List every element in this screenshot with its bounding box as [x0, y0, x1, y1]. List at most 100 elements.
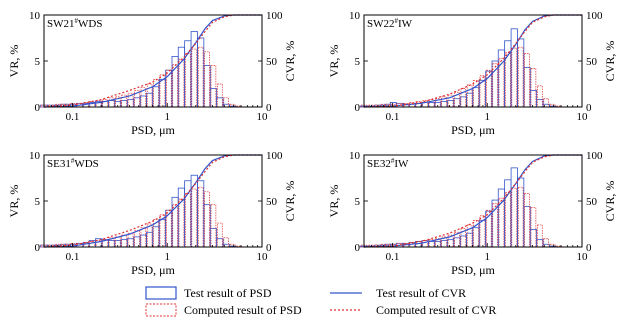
- x-tick-label: 0.1: [386, 111, 400, 123]
- bar-computed-psd: [210, 204, 217, 248]
- y-left-axis-label: VR, %: [327, 45, 341, 78]
- x-tick-label: 1: [165, 251, 171, 263]
- y-left-tick-label: 5: [355, 56, 361, 68]
- legend-swatch-computed-psd: [145, 303, 177, 317]
- line-computed-cvr: [363, 14, 582, 108]
- bar-computed-psd: [146, 223, 153, 248]
- bar-computed-psd: [517, 46, 524, 108]
- bar-computed-psd: [159, 74, 166, 108]
- x-tick-label: 1: [485, 111, 491, 123]
- x-axis-label: PSD, μm: [131, 123, 175, 137]
- y-right-axis-label: CVR, %: [283, 41, 297, 82]
- y-right-tick-label: 50: [266, 196, 278, 208]
- y-right-axis-label: CVR, %: [603, 181, 617, 222]
- x-tick-label: 0.1: [66, 111, 80, 123]
- bar-computed-psd: [127, 232, 134, 248]
- legend-label-computed-cvr: Computed result of CVR: [376, 303, 496, 317]
- bar-computed-psd: [505, 52, 511, 108]
- bar-computed-psd: [466, 84, 473, 108]
- x-tick-label: 1: [165, 111, 171, 123]
- bar-computed-psd: [537, 85, 543, 108]
- y-left-tick-label: 10: [29, 150, 41, 162]
- y-left-tick-label: 0: [355, 102, 361, 114]
- bar-computed-psd: [530, 207, 537, 248]
- y-left-tick-label: 0: [35, 102, 41, 114]
- bar-computed-psd: [428, 99, 435, 108]
- y-left-tick-label: 0: [35, 242, 41, 254]
- y-right-tick-label: 0: [266, 102, 272, 114]
- x-tick-label: 1: [485, 251, 491, 263]
- line-computed-cvr: [43, 14, 262, 108]
- bar-computed-psd: [102, 239, 108, 248]
- bar-computed-psd: [530, 68, 537, 108]
- legend-swatch-test-psd: [145, 286, 177, 300]
- line-test-cvr: [363, 14, 582, 108]
- line-test-cvr: [43, 154, 262, 248]
- y-left-tick-label: 5: [35, 196, 41, 208]
- bar-test-psd: [171, 56, 179, 108]
- y-left-tick-label: 5: [355, 196, 361, 208]
- bar-computed-psd: [121, 234, 127, 248]
- legend-label-test-psd: Test result of PSD: [184, 286, 272, 300]
- bar-computed-psd: [204, 191, 210, 248]
- bar-computed-psd: [473, 219, 479, 248]
- line-test-cvr: [363, 154, 582, 248]
- y-right-tick-label: 50: [266, 56, 278, 68]
- y-right-tick-label: 100: [266, 10, 283, 22]
- bar-computed-psd: [524, 53, 530, 108]
- bar-computed-psd: [517, 186, 524, 248]
- y-left-tick-label: 10: [349, 150, 361, 162]
- panel-label: SW21#WDS: [47, 17, 102, 30]
- bar-computed-psd: [447, 234, 454, 248]
- bar-computed-psd: [204, 51, 210, 108]
- bar-computed-psd: [178, 58, 185, 108]
- bar-computed-psd: [178, 198, 185, 248]
- line-test-cvr: [43, 14, 262, 108]
- bar-computed-psd: [134, 230, 140, 248]
- x-axis-label: PSD, μm: [131, 263, 175, 277]
- bar-computed-psd: [210, 65, 217, 108]
- y-left-tick-label: 10: [349, 10, 361, 22]
- y-left-axis-label: VR, %: [7, 185, 21, 218]
- y-right-tick-label: 100: [586, 150, 603, 162]
- bar-computed-psd: [466, 224, 473, 248]
- panel-label: SE32#IW: [367, 157, 409, 170]
- bar-computed-psd: [153, 79, 159, 108]
- legend-label-test-cvr: Test result of CVR: [376, 286, 466, 300]
- bar-computed-psd: [55, 243, 61, 248]
- y-left-tick-label: 10: [29, 10, 41, 22]
- bar-computed-psd: [511, 47, 518, 108]
- line-computed-cvr: [363, 154, 582, 248]
- bar-computed-psd: [505, 192, 511, 248]
- y-left-axis-label: VR, %: [327, 185, 341, 218]
- bar-computed-psd: [172, 64, 178, 108]
- y-left-axis-label: VR, %: [7, 45, 21, 78]
- bar-computed-psd: [159, 214, 166, 248]
- y-right-tick-label: 100: [266, 150, 283, 162]
- bar-computed-psd: [428, 239, 435, 248]
- x-tick-label: 10: [257, 111, 269, 123]
- bar-computed-psd: [191, 48, 198, 108]
- line-computed-cvr: [43, 154, 262, 248]
- bar-computed-psd: [185, 53, 191, 108]
- bar-computed-psd: [447, 94, 454, 108]
- x-tick-label: 0.1: [386, 251, 400, 263]
- bar-computed-psd: [172, 204, 178, 248]
- y-left-tick-label: 5: [35, 56, 41, 68]
- panel-label: SE31#WDS: [47, 157, 99, 170]
- y-right-tick-label: 100: [586, 10, 603, 22]
- x-axis-label: PSD, μm: [451, 263, 495, 277]
- bar-computed-psd: [511, 187, 518, 248]
- bar-computed-psd: [537, 224, 543, 248]
- bar-computed-psd: [153, 219, 159, 248]
- bar-computed-psd: [185, 193, 191, 248]
- bar-computed-psd: [121, 94, 127, 108]
- panel-label: SW22#IW: [367, 17, 413, 30]
- bar-computed-psd: [166, 209, 172, 248]
- y-right-tick-label: 0: [586, 242, 592, 254]
- y-right-tick-label: 0: [586, 102, 592, 114]
